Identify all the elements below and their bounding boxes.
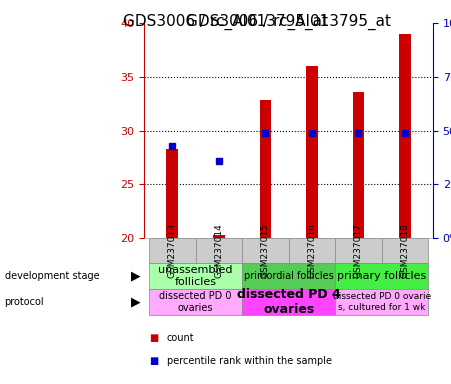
Bar [335, 263, 428, 289]
Text: GDS3006 / rc_AI013795_at: GDS3006 / rc_AI013795_at [123, 13, 328, 30]
Bar [242, 289, 335, 315]
Text: ▶: ▶ [131, 295, 140, 308]
Text: protocol: protocol [5, 297, 44, 307]
Text: GSM237013: GSM237013 [168, 223, 177, 278]
Bar [382, 238, 428, 263]
Text: dissected PD 0
ovaries: dissected PD 0 ovaries [159, 291, 232, 313]
Bar [149, 238, 196, 263]
Bar [166, 149, 178, 238]
Bar [335, 238, 382, 263]
Text: count: count [167, 333, 194, 343]
Text: unassembled
follicles: unassembled follicles [158, 265, 233, 287]
Text: GSM237016: GSM237016 [308, 223, 317, 278]
Bar [306, 66, 318, 238]
Text: GSM237014: GSM237014 [214, 223, 223, 278]
Bar [149, 263, 242, 289]
Text: dissected PD 4
ovaries: dissected PD 4 ovaries [237, 288, 341, 316]
Bar [196, 238, 242, 263]
Bar [149, 289, 242, 315]
Text: percentile rank within the sample: percentile rank within the sample [167, 356, 332, 366]
Text: GSM237017: GSM237017 [354, 223, 363, 278]
Bar [353, 92, 364, 238]
Bar [289, 238, 335, 263]
Bar [242, 238, 289, 263]
Bar [242, 263, 335, 289]
Text: GDS3006 / rc_AI013795_at: GDS3006 / rc_AI013795_at [186, 13, 391, 30]
Text: GSM237018: GSM237018 [400, 223, 410, 278]
Text: ■: ■ [149, 356, 158, 366]
Text: primordial follicles: primordial follicles [244, 271, 334, 281]
Text: primary follicles: primary follicles [337, 271, 426, 281]
Bar [335, 289, 428, 315]
Bar [213, 235, 225, 238]
Bar [259, 101, 271, 238]
Text: GSM237015: GSM237015 [261, 223, 270, 278]
Text: ■: ■ [149, 333, 158, 343]
Text: ▶: ▶ [131, 270, 140, 283]
Text: dissected PD 0 ovarie
s, cultured for 1 wk: dissected PD 0 ovarie s, cultured for 1 … [333, 292, 431, 311]
Text: development stage: development stage [5, 271, 99, 281]
Bar [399, 34, 411, 238]
